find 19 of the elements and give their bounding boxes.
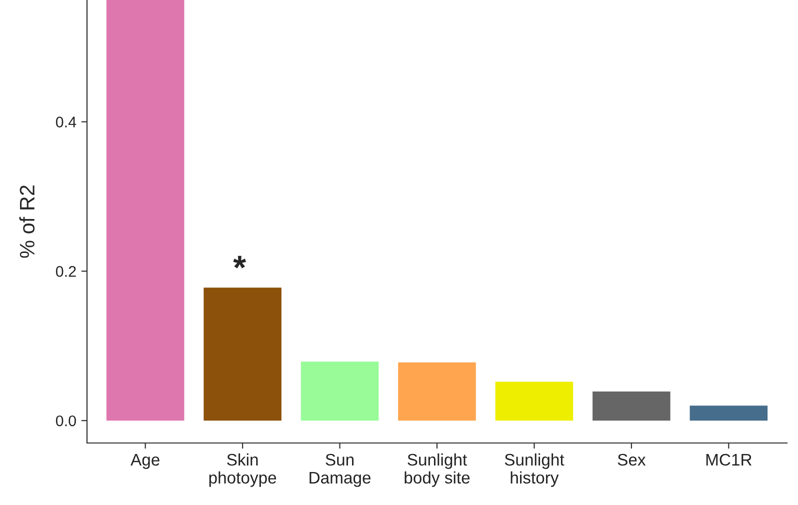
x-tick-label: Sunlight body site (404, 453, 470, 487)
bar (204, 288, 282, 421)
x-tick-label: Sunlight history (504, 453, 564, 487)
y-tick-label: 0.2 (56, 266, 76, 277)
x-tick-label: MC1R (706, 454, 752, 466)
x-tick-label: Skin photoype (209, 453, 276, 487)
bar (592, 391, 670, 421)
bar (690, 406, 768, 421)
annotation: * (233, 256, 246, 268)
y-tick-label: 0.0 (56, 415, 76, 426)
x-tick-label: Sex (618, 454, 646, 466)
bar (495, 382, 574, 421)
x-tick-label: Age (130, 454, 160, 469)
bar (398, 362, 476, 421)
y-axis-title: % of R2 (19, 185, 35, 258)
x-tick-label: Sun Damage (310, 454, 371, 487)
bar (300, 362, 379, 421)
bar (106, 0, 184, 421)
y-tick-label: 0.4 (56, 116, 76, 128)
